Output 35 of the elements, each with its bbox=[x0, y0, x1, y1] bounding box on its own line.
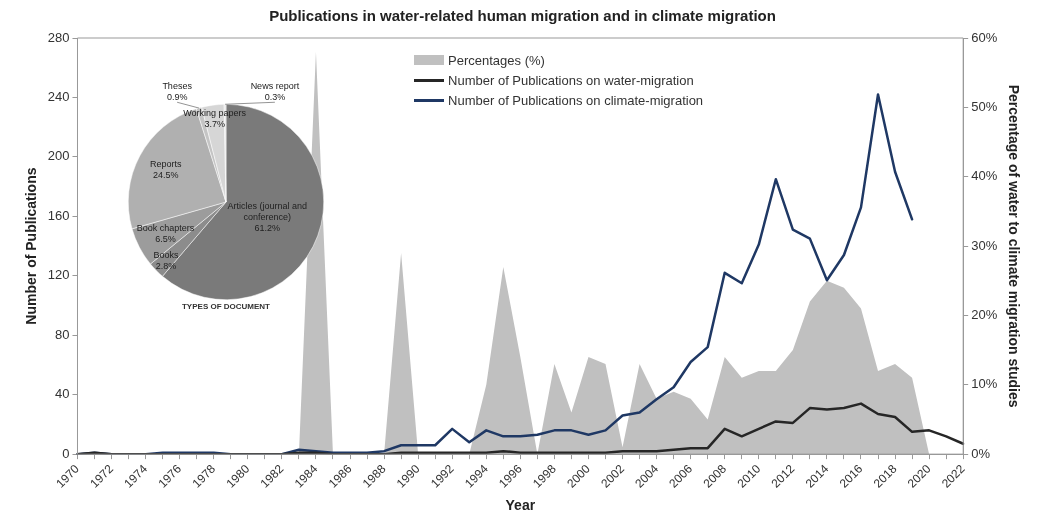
y-tick-label: 0 bbox=[62, 445, 70, 461]
data-label: 0.9% bbox=[166, 92, 188, 103]
data-label: 24.5% bbox=[152, 169, 179, 180]
y2-tick-label: 0% bbox=[971, 445, 991, 461]
data-label: 2.8% bbox=[155, 260, 177, 271]
y2-tick-label: 30% bbox=[971, 237, 998, 253]
legend-label: Number of Publications on water-migration bbox=[448, 72, 694, 88]
y2-tick-label: 50% bbox=[971, 98, 998, 114]
slice-label: Book chapters bbox=[136, 222, 195, 233]
y2-axis-title: Percentage of water to climate migration studies bbox=[1005, 84, 1022, 408]
chart-title: Publications in water-related human migration and in climate migration bbox=[269, 7, 776, 25]
y-axis-title: Number of Publications bbox=[23, 167, 40, 325]
slice-label: Theses bbox=[162, 81, 193, 92]
slice-label: News report bbox=[250, 81, 300, 92]
data-label: 6.5% bbox=[155, 233, 176, 244]
data-label: 3.7% bbox=[204, 118, 225, 129]
data-label: 61.2% bbox=[254, 222, 281, 233]
y-tick-label: 240 bbox=[47, 89, 70, 105]
x-axis-title: Year bbox=[505, 497, 536, 514]
y2-tick-label: 10% bbox=[971, 376, 998, 392]
y-tick-label: 280 bbox=[47, 29, 70, 45]
y-tick-label: 120 bbox=[47, 267, 70, 283]
y-tick-label: 40 bbox=[55, 386, 70, 402]
y2-tick-label: 20% bbox=[971, 307, 998, 323]
slice-label: Reports bbox=[149, 158, 182, 169]
legend-label: Percentages (%) bbox=[448, 52, 545, 68]
slice-label: Articles (journal and conference) bbox=[227, 200, 308, 222]
text: TYPES OF DOCUMENT bbox=[181, 302, 271, 311]
data-label: 0.3% bbox=[264, 92, 286, 103]
y2-tick-label: 40% bbox=[971, 168, 998, 184]
y-tick-label: 200 bbox=[47, 148, 70, 164]
y-tick-label: 80 bbox=[55, 326, 70, 342]
legend-label: Number of Publications on climate-migration bbox=[448, 92, 704, 108]
y-tick-label: 160 bbox=[47, 207, 70, 223]
y2-tick-label: 60% bbox=[971, 29, 998, 45]
